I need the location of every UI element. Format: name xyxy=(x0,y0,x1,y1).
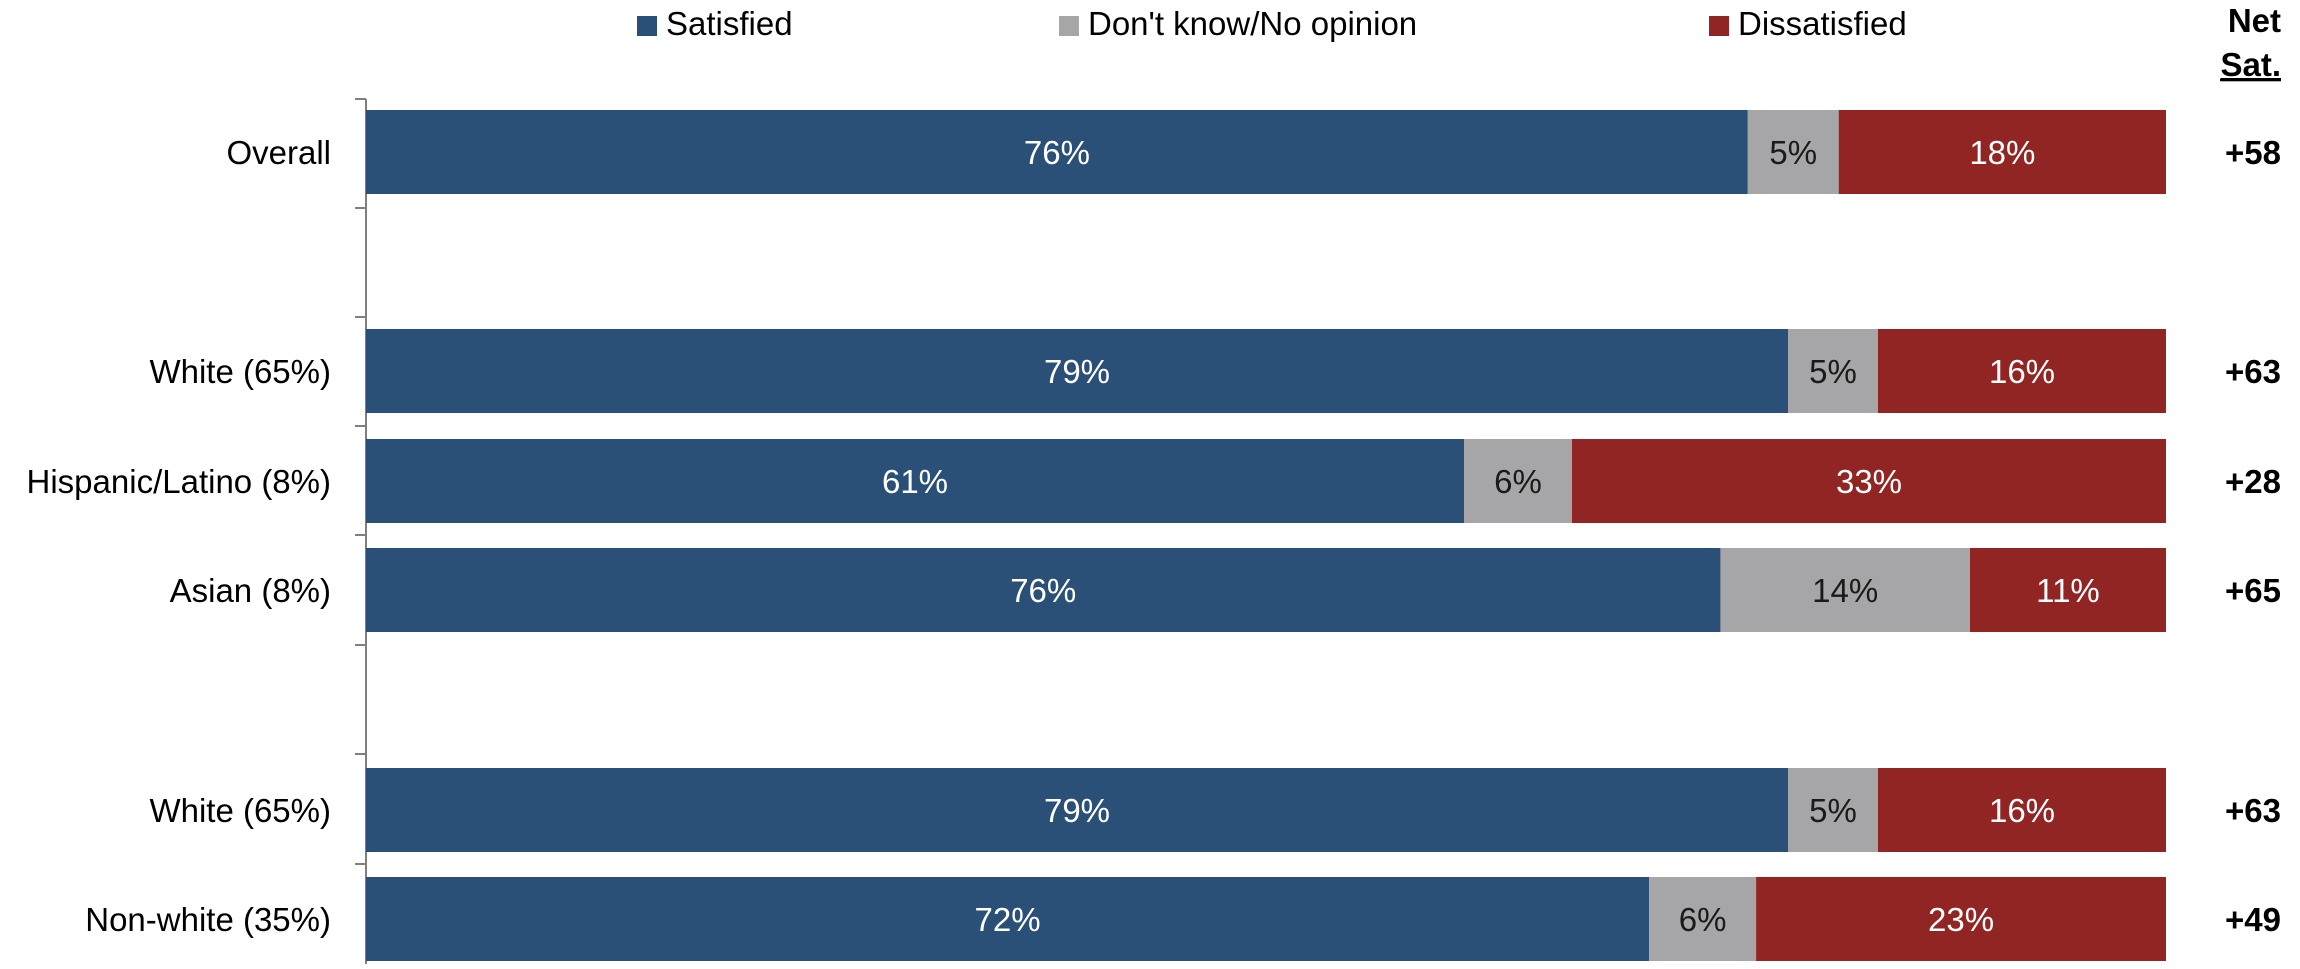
bar-segment-satisfied xyxy=(366,439,1464,523)
net-satisfaction-value: +28 xyxy=(2225,463,2281,500)
data-label-dont-know: 6% xyxy=(1679,901,1727,938)
bar-segment-dissatisfied xyxy=(1969,548,2166,632)
bar-segment-satisfied xyxy=(366,548,1721,632)
bar-segment-dissatisfied xyxy=(1878,768,2166,852)
data-label-dissatisfied: 16% xyxy=(1989,353,2055,390)
bar-segment-dissatisfied xyxy=(1838,110,2166,194)
data-label-dont-know: 5% xyxy=(1809,792,1857,829)
legend-swatch-satisfied xyxy=(637,16,657,36)
bar-segment-satisfied xyxy=(366,110,1748,194)
data-label-dissatisfied: 18% xyxy=(1969,134,2035,171)
data-label-dont-know: 5% xyxy=(1809,353,1857,390)
data-label-dissatisfied: 11% xyxy=(2036,572,2100,609)
bar-segment-dissatisfied xyxy=(1878,329,2166,413)
bar-segment-satisfied xyxy=(366,877,1650,961)
bar-segment-dont-know xyxy=(1788,329,1878,413)
category-label: Overall xyxy=(226,134,331,171)
data-label-satisfied: 61% xyxy=(882,463,948,500)
net-satisfaction-column: +58 +63 +28 +65 +63 +49 Net Sat. xyxy=(2220,2,2281,938)
category-label: White (65%) xyxy=(149,792,331,829)
bar-segment-dont-know xyxy=(1788,768,1878,852)
data-label-dont-know: 14% xyxy=(1812,572,1878,609)
data-label-satisfied: 76% xyxy=(1010,572,1076,609)
data-label-dissatisfied: 33% xyxy=(1836,463,1902,500)
net-header-line1: Net xyxy=(2228,2,2281,39)
category-label: White (65%) xyxy=(149,353,331,390)
net-satisfaction-value: +63 xyxy=(2225,792,2281,829)
bar-segment-satisfied xyxy=(366,768,1788,852)
legend-swatch-dissatisfied xyxy=(1709,16,1729,36)
data-label-dont-know: 6% xyxy=(1494,463,1542,500)
category-label: Asian (8%) xyxy=(170,572,331,609)
data-label-dont-know: 5% xyxy=(1769,134,1817,171)
bar-segment-dont-know xyxy=(1720,548,1970,632)
bar-segment-satisfied xyxy=(366,329,1788,413)
data-label-dissatisfied: 23% xyxy=(1928,901,1994,938)
net-satisfaction-value: +65 xyxy=(2225,572,2281,609)
legend-swatch-dont-know xyxy=(1059,16,1079,36)
net-satisfaction-value: +58 xyxy=(2225,134,2281,171)
legend-label-dissatisfied: Dissatisfied xyxy=(1738,5,1907,42)
legend-label-satisfied: Satisfied xyxy=(666,5,793,42)
category-label: Hispanic/Latino (8%) xyxy=(27,463,331,500)
bar-segment-dissatisfied xyxy=(1572,439,2166,523)
category-labels: Overall White (65%) Hispanic/Latino (8%) As… xyxy=(27,134,331,938)
bar-segment-dont-know xyxy=(1464,439,1572,523)
data-label-satisfied: 79% xyxy=(1044,792,1110,829)
net-header-line2: Sat. xyxy=(2220,46,2281,83)
bar-segment-dont-know xyxy=(1649,877,1757,961)
net-satisfaction-value: +63 xyxy=(2225,353,2281,390)
data-label-satisfied: 72% xyxy=(975,901,1041,938)
legend-label-dont-know: Don't know/No opinion xyxy=(1088,5,1417,42)
category-axis xyxy=(355,98,367,964)
data-label-satisfied: 79% xyxy=(1044,353,1110,390)
legend: Satisfied Don't know/No opinion Dissatisfi… xyxy=(637,5,1907,42)
bars: 76% 5% 18% 79% 5% 16% 61% 6% 33% 76% 14% 11% 79% 5% 16… xyxy=(366,110,2166,961)
data-label-satisfied: 76% xyxy=(1024,134,1090,171)
data-label-dissatisfied: 16% xyxy=(1989,792,2055,829)
category-label: Non-white (35%) xyxy=(85,901,331,938)
bar-segment-dissatisfied xyxy=(1756,877,2166,961)
bar-segment-dont-know xyxy=(1747,110,1839,194)
net-satisfaction-value: +49 xyxy=(2225,901,2281,938)
